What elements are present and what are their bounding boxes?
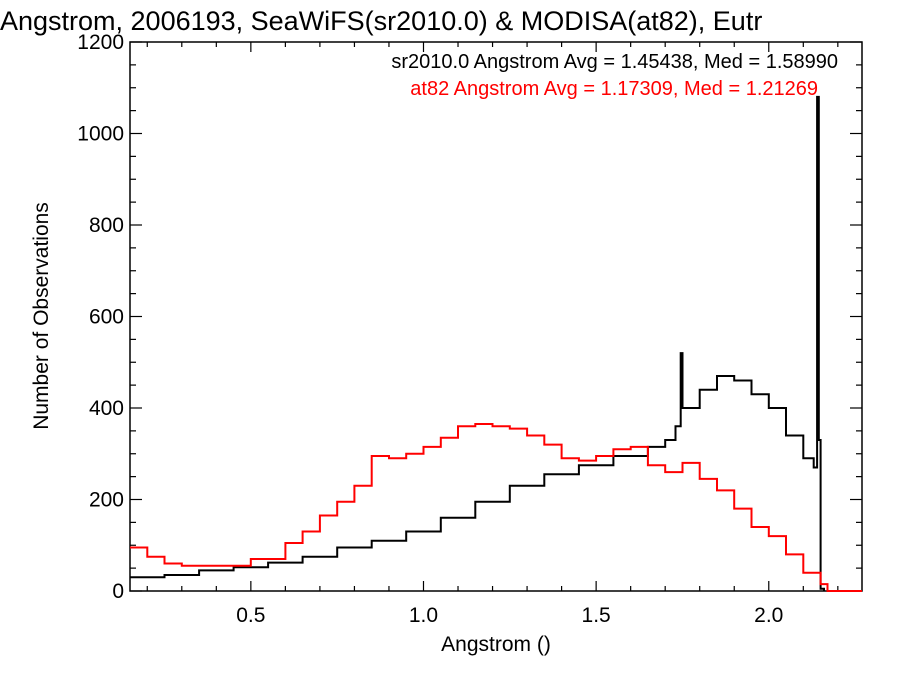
x-tick-label: 2.0 (754, 604, 783, 627)
series-line-sr2010-0 (130, 95, 825, 591)
x-tick-label: 1.5 (582, 604, 611, 627)
series-line-at82 (130, 423, 862, 592)
legend-entry-sr2010: sr2010.0 Angstrom Avg = 1.45438, Med = 1… (391, 51, 838, 73)
chart-title: Angstrom, 2006193, SeaWiFS(sr2010.0) & M… (0, 6, 762, 36)
y-tick-label: 800 (89, 214, 124, 237)
series-layer (130, 95, 862, 592)
y-tick-label: 600 (89, 306, 124, 329)
legend-entry-at82: at82 Angstrom Avg = 1.17309, Med = 1.212… (410, 78, 818, 100)
x-tick-label: 0.5 (236, 604, 265, 627)
x-axis-label: Angstrom () (441, 633, 551, 656)
y-tick-label: 1200 (77, 31, 124, 54)
y-tick-label: 0 (112, 580, 124, 603)
y-tick-label: 200 (89, 489, 124, 512)
y-tick-label: 1000 (77, 123, 124, 146)
axis-tick-labels: 0.5 1.0 1.5 2.0 0 200 400 600 800 1000 1200 (77, 31, 783, 627)
axis-ticks (130, 41, 862, 592)
x-tick-label: 1.0 (409, 604, 438, 627)
y-axis-label: Number of Observations (30, 202, 53, 430)
y-tick-label: 400 (89, 397, 124, 420)
